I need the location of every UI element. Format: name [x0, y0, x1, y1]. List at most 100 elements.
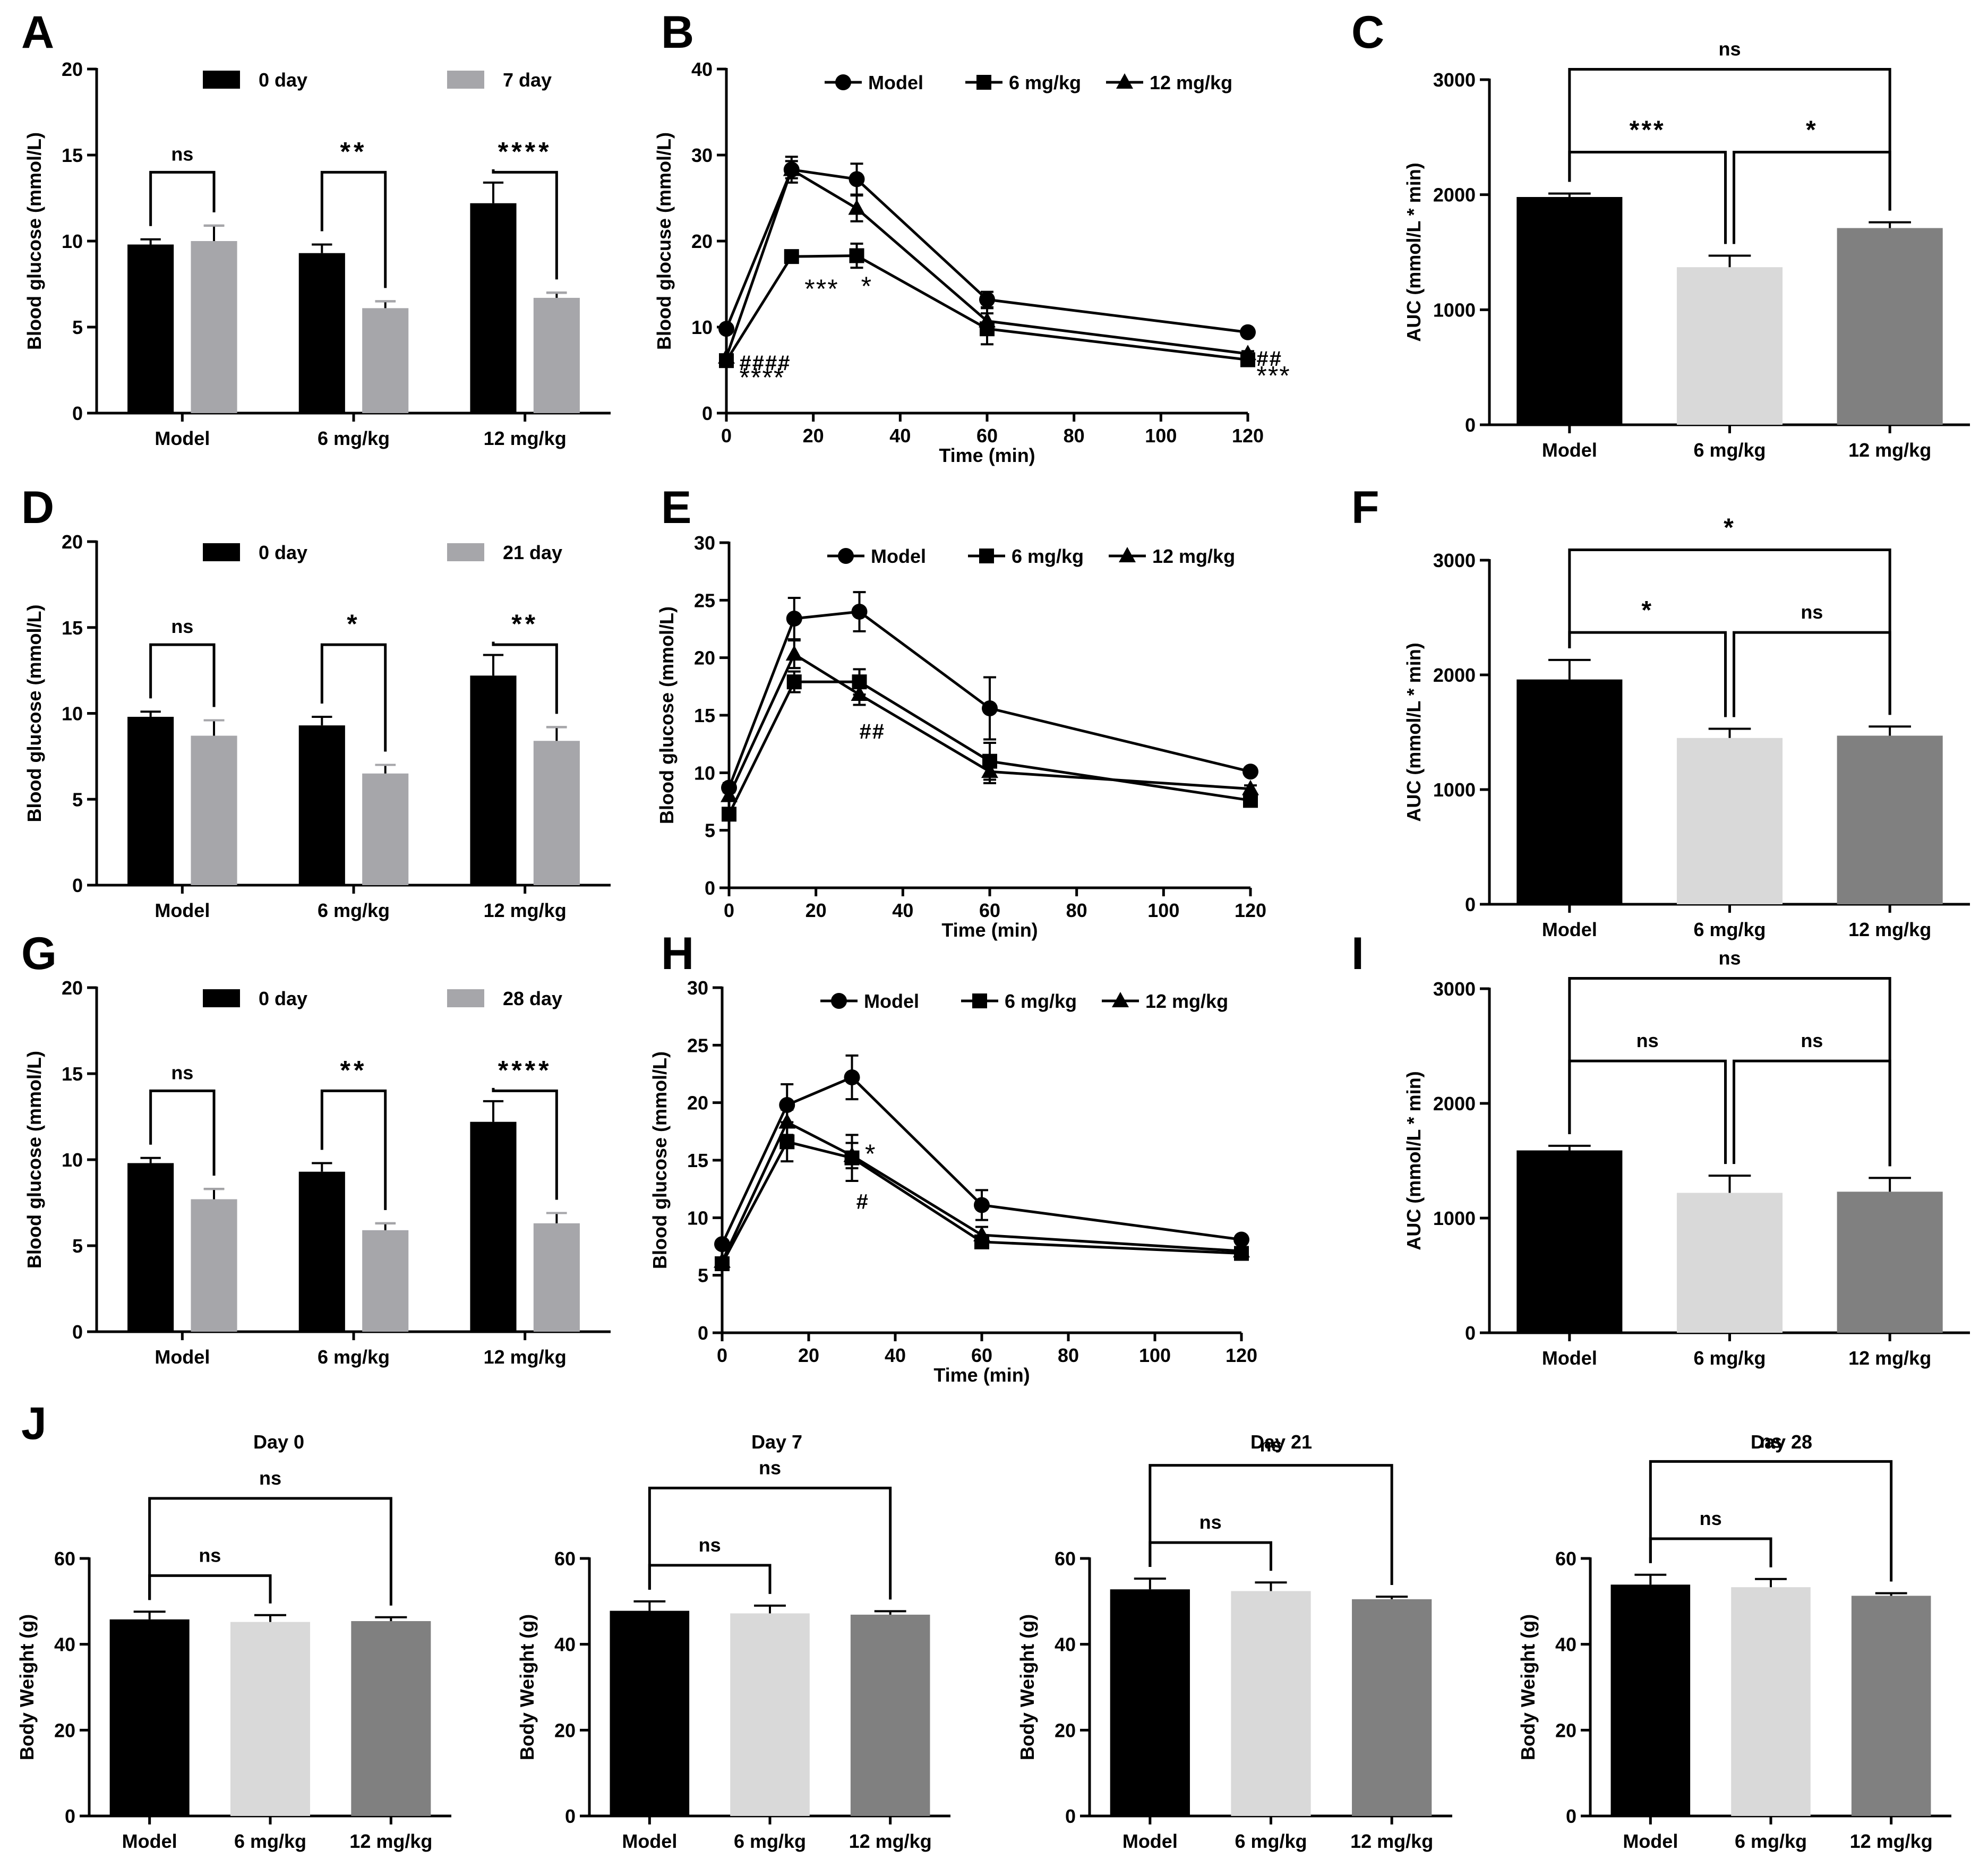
y-tick-label: 0: [1465, 1322, 1476, 1344]
x-tick-label: Model: [1542, 919, 1597, 940]
significance-bracket: [1649, 1537, 1772, 1567]
annotation-label: ****: [740, 363, 785, 392]
bar: [230, 1622, 311, 1816]
legend-label: 28 day: [503, 988, 562, 1009]
panel-title: Day 7: [751, 1431, 802, 1453]
triangle-marker: [1119, 547, 1136, 562]
y-tick-label: 0: [1465, 414, 1476, 436]
y-tick-label: 20: [62, 58, 83, 80]
significance-bracket: [148, 1574, 272, 1604]
y-axis-label: Blood glocuse (mmol/L): [653, 132, 675, 350]
y-tick-label: 15: [62, 1063, 83, 1085]
bar: [1837, 1192, 1943, 1333]
annotation-label: *: [865, 1139, 876, 1169]
legend-label: 0 day: [259, 988, 307, 1009]
triangle-marker: [714, 1252, 731, 1268]
y-tick-label: 30: [691, 144, 713, 166]
square-marker: [979, 549, 994, 563]
significance-label: ns: [1700, 1507, 1722, 1529]
bar: [1231, 1591, 1311, 1816]
panel-E: 0 5 10 15 20 25 30 Blood glucose (mmol/L) 0 20 40 6…: [656, 532, 1266, 941]
legend-label: 0 day: [259, 69, 307, 91]
significance-label: **: [511, 609, 538, 639]
y-tick-label: 20: [62, 531, 83, 553]
panel-A: 0 5 10 15 20 Blood glucose (mmol/L) Model 6 mg/…: [23, 58, 611, 449]
circle-marker: [1242, 764, 1258, 780]
significance-bracket: [148, 1497, 392, 1606]
significance-label: ns: [171, 1061, 193, 1083]
significance-label: ns: [171, 143, 193, 165]
x-tick-label: 12 mg/kg: [1848, 1347, 1931, 1369]
bar: [109, 1619, 190, 1816]
x-tick-label: 12 mg/kg: [484, 1346, 567, 1368]
bar: [730, 1613, 810, 1816]
triangle-marker: [1242, 779, 1259, 795]
annotation-label: ##: [860, 720, 886, 743]
y-tick-label: 10: [62, 1149, 83, 1171]
annotation-label: #: [856, 1190, 869, 1214]
significance-bracket: [149, 1089, 216, 1176]
significance-label: ns: [1801, 601, 1823, 623]
x-axis-label: Time (min): [939, 444, 1035, 466]
y-axis-label: Blood glucose (mmol/L): [23, 605, 45, 822]
bar: [351, 1621, 431, 1816]
y-tick-label: 1000: [1433, 779, 1476, 801]
y-tick-label: 10: [694, 762, 715, 784]
x-tick-label: Model: [1542, 439, 1597, 461]
significance-bracket: [1568, 68, 1891, 211]
significance-bracket: [1733, 631, 1891, 717]
x-tick-label: 80: [1064, 425, 1085, 447]
significance-bracket: [1568, 1059, 1727, 1164]
bar: [1851, 1596, 1931, 1816]
x-tick-label: 12 mg/kg: [1848, 919, 1931, 940]
panel-H: 0 5 10 15 20 25 30 Blood glucose (mmol/L) 0 20 40 6…: [649, 977, 1257, 1386]
significance-bracket: [1733, 1059, 1891, 1167]
significance-bracket: [320, 643, 387, 752]
panel-letter-h: H: [661, 928, 694, 979]
y-tick-label: 25: [694, 589, 715, 611]
y-tick-label: 1000: [1433, 1207, 1476, 1229]
bar: [533, 297, 580, 413]
y-tick-label: 3000: [1433, 550, 1476, 571]
y-tick-label: 2000: [1433, 1093, 1476, 1115]
panel-letter-b: B: [661, 7, 694, 58]
y-tick-label: 20: [62, 977, 83, 999]
significance-bracket: [149, 170, 216, 226]
y-tick-label: 30: [687, 977, 708, 999]
panel-letter-d: D: [21, 482, 54, 533]
bar: [362, 1230, 409, 1332]
significance-label: ns: [1636, 1030, 1659, 1051]
square-marker: [779, 1134, 795, 1150]
x-tick-label: 120: [1235, 899, 1266, 921]
significance-bracket: [1649, 1460, 1893, 1582]
bar: [127, 1163, 174, 1332]
circle-marker: [786, 611, 802, 627]
y-tick-label: 5: [698, 1265, 708, 1287]
legend-label: 6 mg/kg: [1009, 72, 1081, 93]
legend-swatch: [447, 543, 484, 561]
y-tick-label: 0: [72, 402, 83, 424]
circle-marker: [831, 993, 847, 1009]
circle-marker: [714, 1236, 730, 1253]
y-axis-label: AUC (mmol/L * min): [1403, 162, 1425, 341]
x-axis-label: Time (min): [933, 1364, 1030, 1386]
y-tick-label: 40: [691, 58, 713, 80]
legend-label: 21 day: [503, 542, 562, 563]
annotation-label: ***: [804, 274, 838, 304]
legend-label: 7 day: [503, 69, 552, 91]
y-tick-label: 5: [705, 820, 715, 842]
circle-marker: [851, 604, 868, 620]
y-axis-label: AUC (mmol/L * min): [1403, 1071, 1425, 1250]
panel-B: 0 10 20 30 40 Blood glocuse (mmol/L) 0 20 40 60 80…: [653, 58, 1290, 466]
x-tick-label: 60: [979, 899, 1000, 921]
y-tick-label: 0: [72, 1321, 83, 1343]
significance-label: ns: [1760, 1430, 1782, 1452]
x-tick-label: 6 mg/kg: [234, 1830, 306, 1852]
square-marker: [784, 249, 799, 264]
bar: [1731, 1587, 1811, 1816]
panel-letter-i: I: [1351, 928, 1364, 979]
y-tick-label: 1000: [1433, 299, 1476, 321]
bar: [362, 308, 409, 413]
circle-marker: [838, 548, 854, 564]
x-tick-label: 0: [724, 899, 734, 921]
